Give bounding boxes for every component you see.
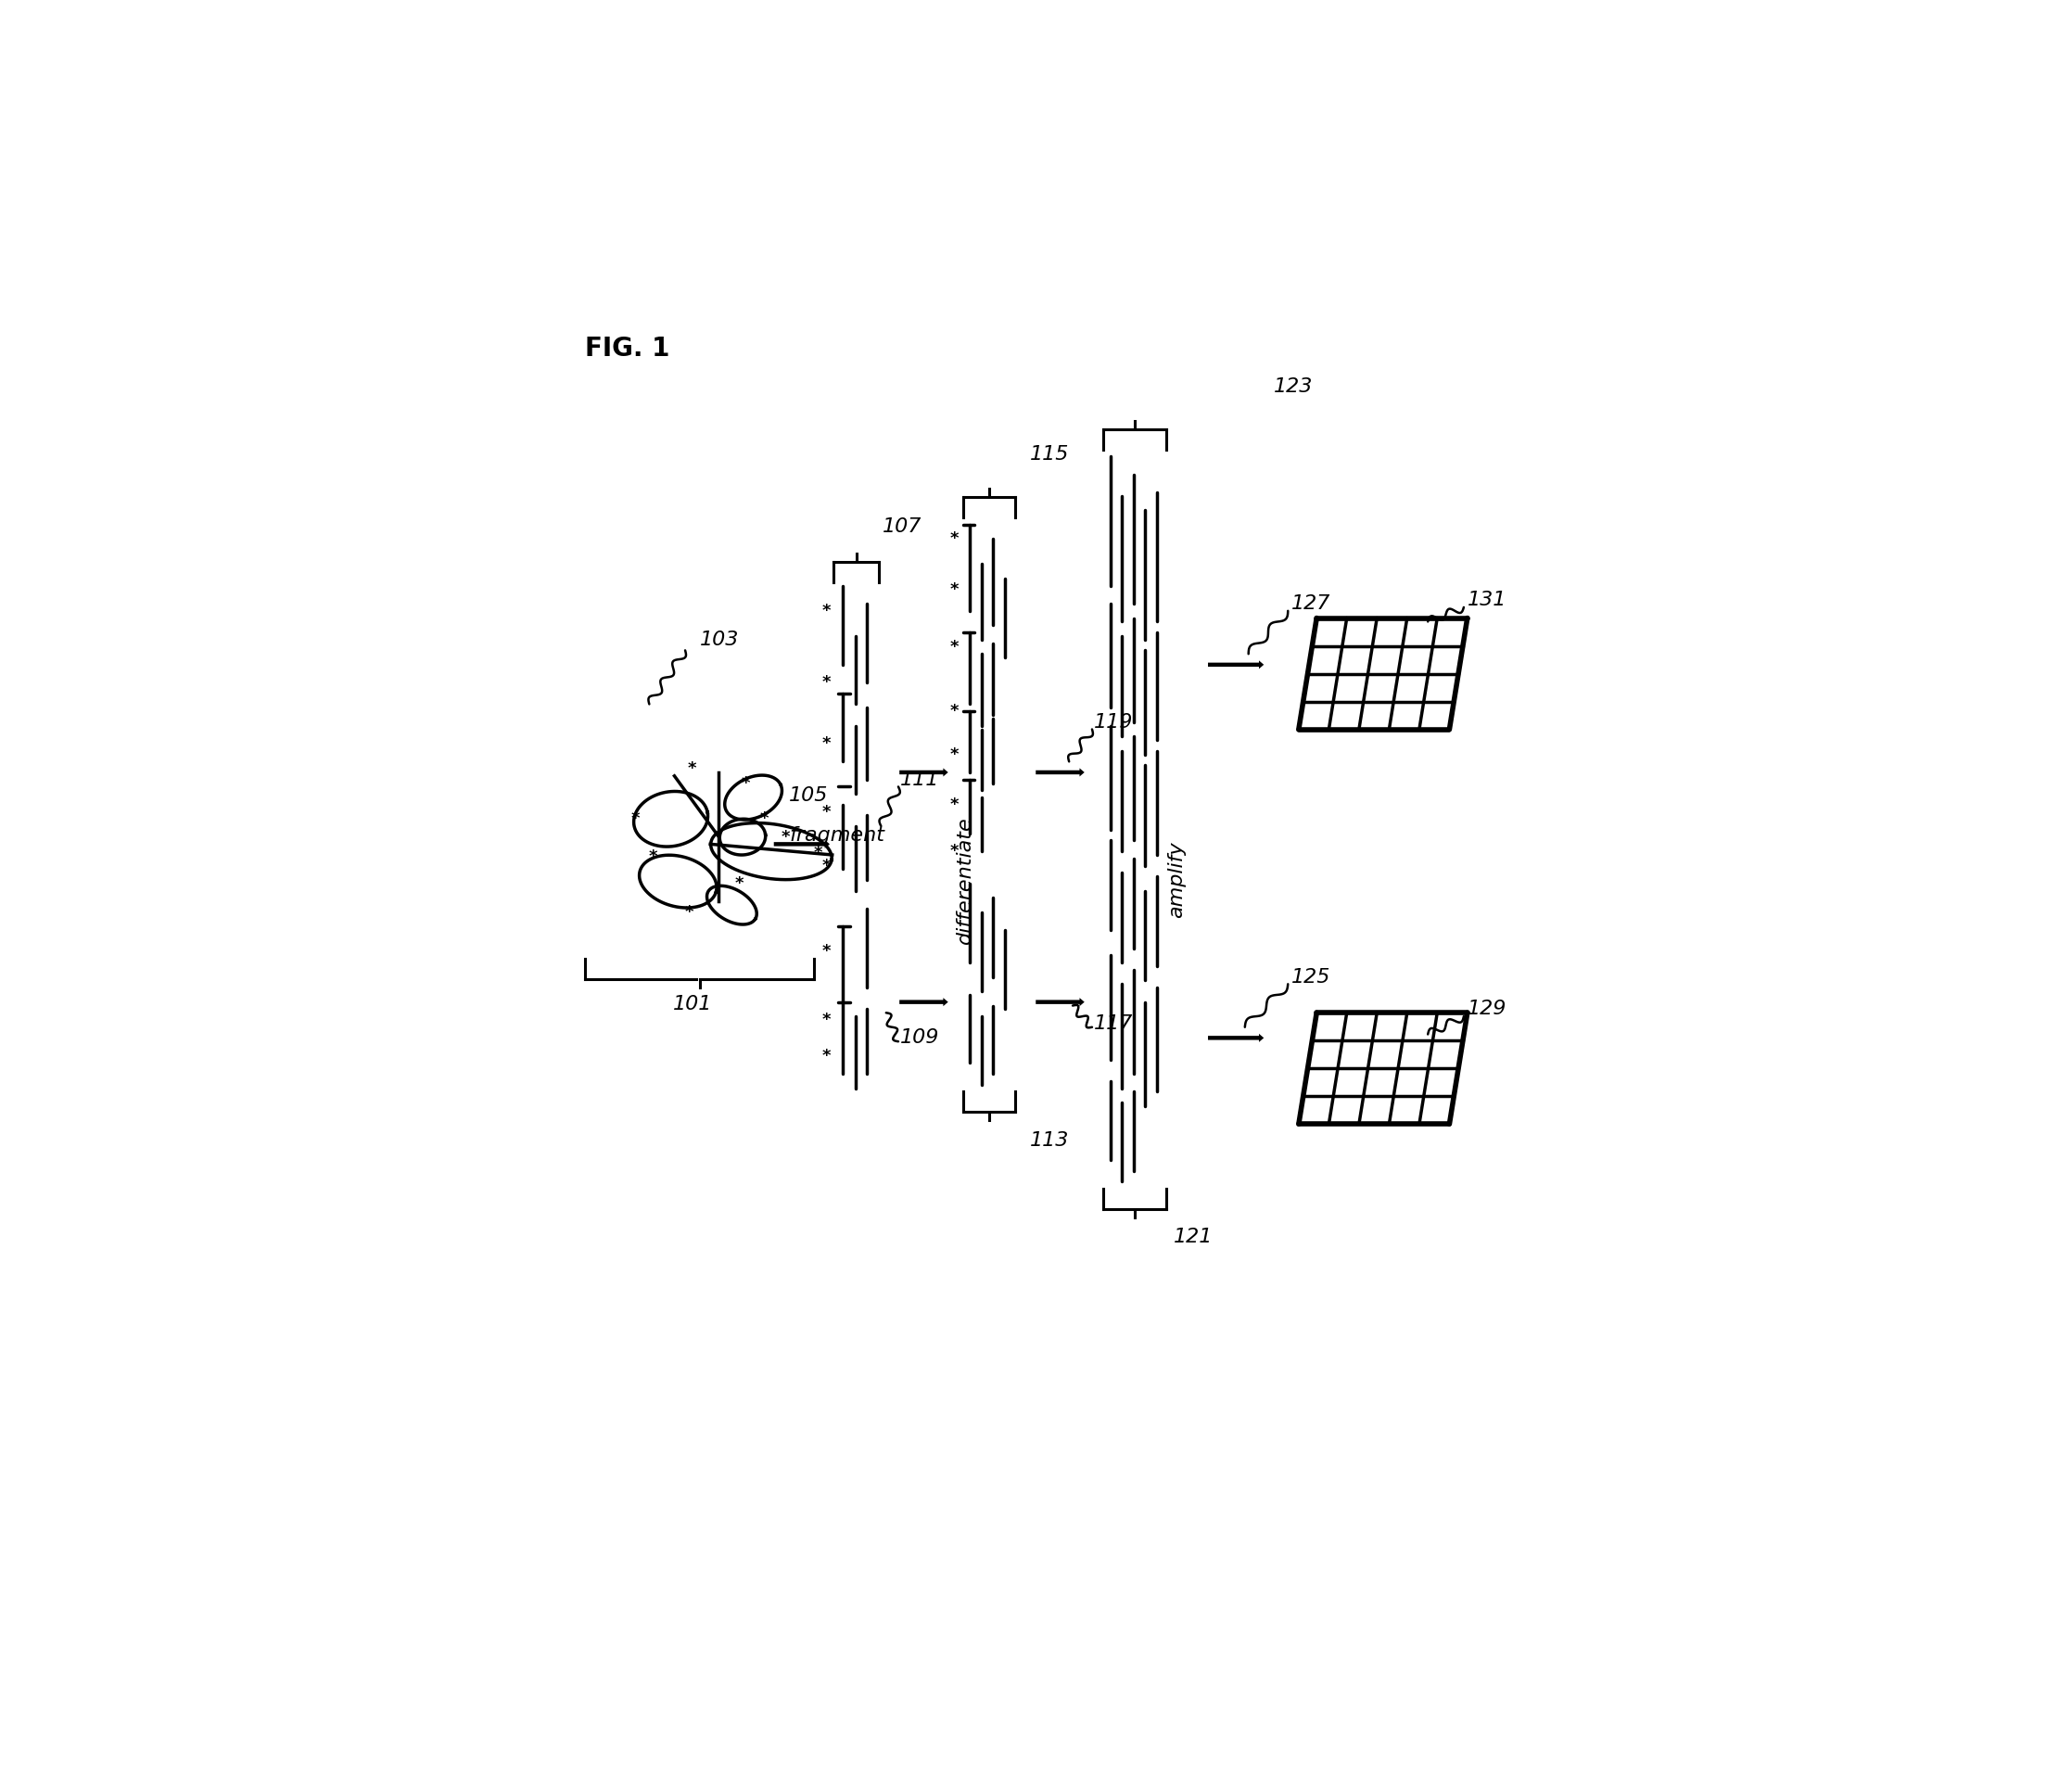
Text: *: * xyxy=(736,875,744,893)
Text: FIG. 1: FIG. 1 xyxy=(584,336,669,361)
Text: fragment: fragment xyxy=(789,825,885,845)
Text: 113: 113 xyxy=(1030,1132,1069,1149)
Text: 119: 119 xyxy=(1094,714,1133,731)
Text: 103: 103 xyxy=(700,630,740,648)
Text: *: * xyxy=(823,944,831,960)
Text: *: * xyxy=(823,857,831,875)
Text: *: * xyxy=(823,735,831,753)
Text: *: * xyxy=(949,581,959,597)
Text: *: * xyxy=(949,797,959,813)
Text: *: * xyxy=(684,903,694,921)
Text: *: * xyxy=(823,1047,831,1064)
Text: 121: 121 xyxy=(1173,1227,1212,1247)
Text: *: * xyxy=(649,848,657,866)
Text: 123: 123 xyxy=(1274,377,1314,395)
Text: *: * xyxy=(781,829,789,845)
Text: *: * xyxy=(949,638,959,655)
Text: 127: 127 xyxy=(1291,595,1330,613)
Text: 131: 131 xyxy=(1467,592,1506,609)
Text: 105: 105 xyxy=(789,786,829,804)
Text: *: * xyxy=(814,845,823,861)
Text: amplify: amplify xyxy=(1167,841,1185,919)
Text: *: * xyxy=(630,811,640,827)
Text: *: * xyxy=(823,1011,831,1029)
Text: 107: 107 xyxy=(883,517,922,535)
Text: 117: 117 xyxy=(1094,1015,1133,1032)
Text: 125: 125 xyxy=(1291,967,1330,986)
Text: *: * xyxy=(823,602,831,620)
Text: *: * xyxy=(742,774,750,792)
Text: 109: 109 xyxy=(901,1029,941,1047)
Text: *: * xyxy=(949,531,959,547)
Text: *: * xyxy=(688,760,696,777)
Text: *: * xyxy=(949,746,959,763)
Text: 101: 101 xyxy=(673,995,713,1013)
Text: *: * xyxy=(823,804,831,820)
Text: *: * xyxy=(949,703,959,719)
Text: 115: 115 xyxy=(1030,445,1069,464)
Text: 129: 129 xyxy=(1467,1001,1506,1018)
Text: *: * xyxy=(760,811,769,827)
Text: *: * xyxy=(823,675,831,691)
Text: *: * xyxy=(949,843,959,859)
Text: differentiate: differentiate xyxy=(955,816,974,944)
Text: 111: 111 xyxy=(901,770,941,788)
